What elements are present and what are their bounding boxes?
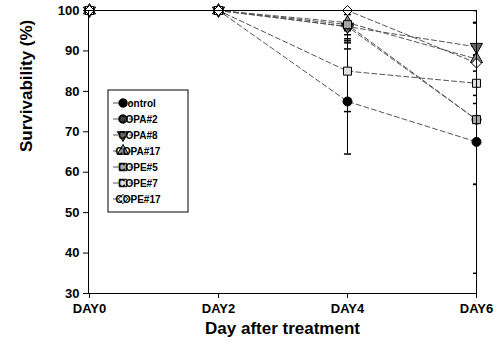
svg-text:COPE#17: COPE#17 [115,194,160,205]
svg-text:100: 100 [58,3,80,18]
svg-text:70: 70 [65,124,79,139]
svg-text:40: 40 [65,245,79,260]
svg-text:30: 30 [65,286,79,301]
svg-text:80: 80 [65,84,79,99]
svg-text:DAY2: DAY2 [202,301,235,316]
svg-text:90: 90 [65,43,79,58]
svg-text:DAY4: DAY4 [331,301,365,316]
svg-text:DAY6: DAY6 [460,301,493,316]
svg-text:Survivability (%): Survivability (%) [17,20,36,152]
svg-text:COPA#2: COPA#2 [118,114,158,125]
svg-text:DAY0: DAY0 [73,301,106,316]
svg-text:COPA#8: COPA#8 [118,130,158,141]
svg-text:COPA#17: COPA#17 [116,146,161,157]
svg-text:COPE#5: COPE#5 [118,162,158,173]
svg-text:Control: Control [120,98,156,109]
svg-text:Day after treatment: Day after treatment [205,319,360,338]
svg-text:60: 60 [65,164,79,179]
svg-text:COPE#7: COPE#7 [118,178,158,189]
svg-text:50: 50 [65,205,79,220]
